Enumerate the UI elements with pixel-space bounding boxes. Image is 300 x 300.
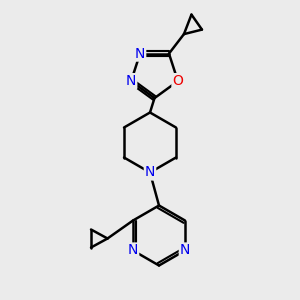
- Text: N: N: [128, 244, 138, 257]
- Text: O: O: [172, 74, 183, 88]
- Text: N: N: [126, 74, 136, 88]
- Text: N: N: [135, 46, 145, 61]
- Text: N: N: [145, 166, 155, 179]
- Text: N: N: [180, 244, 190, 257]
